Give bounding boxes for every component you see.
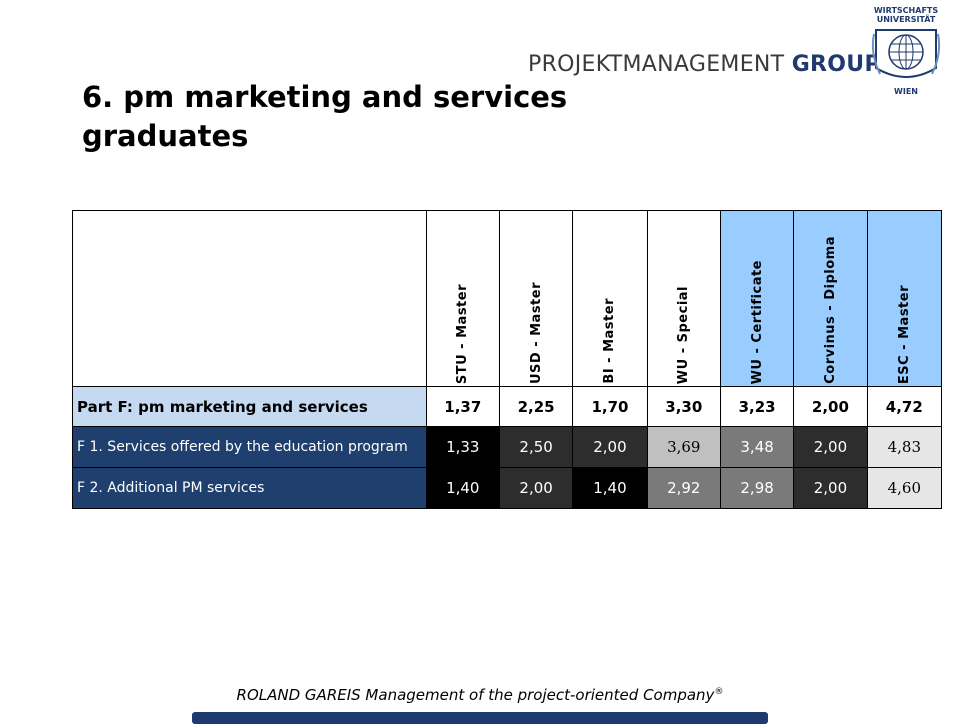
column-header: STU - Master bbox=[425, 210, 500, 387]
value-cell: 4,60 bbox=[866, 467, 943, 509]
table-header-row: STU - Master USD - Master BI - Master WU - … bbox=[72, 210, 943, 387]
footer-label: ROLAND GAREIS Management of the project-… bbox=[236, 686, 715, 704]
column-header-label: Corvinus - Diploma bbox=[822, 236, 838, 384]
value-cell: 2,00 bbox=[572, 426, 648, 468]
value-cell: 1,70 bbox=[572, 386, 648, 427]
column-header: ESC - Master bbox=[866, 210, 943, 387]
registered-mark: ® bbox=[714, 687, 724, 697]
column-header-label: ESC - Master bbox=[896, 284, 912, 384]
table-row: F 2. Additional PM services 1,40 2,00 1,40 2… bbox=[72, 467, 943, 509]
value-cell: 2,00 bbox=[793, 467, 868, 509]
column-header: WU - Special bbox=[646, 210, 721, 387]
header-corner-cell bbox=[72, 210, 427, 387]
column-header: USD - Master bbox=[498, 210, 574, 387]
value-cell: 1,33 bbox=[425, 426, 500, 468]
value-cell: 4,83 bbox=[866, 426, 943, 468]
value-cell: 1,40 bbox=[425, 467, 500, 509]
footer-bar bbox=[192, 712, 768, 724]
value-cell: 3,69 bbox=[646, 426, 721, 468]
value-cell: 2,92 bbox=[646, 467, 721, 509]
brand-wordmark: PROJEKTMANAGEMENT GROUP bbox=[528, 52, 881, 77]
column-header: Corvinus - Diploma bbox=[793, 210, 868, 387]
value-cell: 1,37 bbox=[425, 386, 500, 427]
column-header-label: USD - Master bbox=[528, 281, 544, 384]
column-header-label: BI - Master bbox=[602, 298, 618, 384]
university-seal: WIRTSCHAFTS UNIVERSITÄT WIEN bbox=[862, 6, 950, 96]
column-header: WU - Certificate bbox=[719, 210, 795, 387]
column-header-label: WU - Certificate bbox=[749, 259, 765, 384]
value-cell: 2,50 bbox=[498, 426, 574, 468]
page-title: 6. pm marketing and services graduates bbox=[82, 80, 568, 153]
seal-top-text: WIRTSCHAFTS UNIVERSITÄT bbox=[873, 6, 939, 24]
value-cell: 1,40 bbox=[572, 467, 648, 509]
value-cell: 2,25 bbox=[498, 386, 574, 427]
value-cell: 2,98 bbox=[719, 467, 795, 509]
value-cell: 3,23 bbox=[719, 386, 795, 427]
column-header-label: WU - Special bbox=[676, 285, 692, 384]
value-cell: 2,00 bbox=[793, 426, 868, 468]
brand-logo: PROJEKTMANAGEMENT GROUP bbox=[528, 38, 881, 90]
value-cell: 2,00 bbox=[498, 467, 574, 509]
table-row: Part F: pm marketing and services 1,37 2,2… bbox=[72, 386, 943, 427]
row-label: Part F: pm marketing and services bbox=[72, 386, 427, 427]
column-header-label: STU - Master bbox=[455, 283, 471, 384]
value-cell: 3,30 bbox=[646, 386, 721, 427]
table-row: F 1. Services offered by the education p… bbox=[72, 426, 943, 468]
row-label: F 2. Additional PM services bbox=[72, 467, 427, 509]
value-cell: 4,72 bbox=[866, 386, 943, 427]
results-table: STU - Master USD - Master BI - Master WU - … bbox=[72, 210, 943, 509]
value-cell: 2,00 bbox=[793, 386, 868, 427]
brand-part2: GROUP bbox=[791, 51, 881, 77]
footer-text: ROLAND GAREIS Management of the project-… bbox=[0, 686, 960, 704]
globe-icon bbox=[871, 29, 941, 78]
seal-bottom-text: WIEN bbox=[894, 87, 918, 96]
value-cell: 3,48 bbox=[719, 426, 795, 468]
row-label: F 1. Services offered by the education p… bbox=[72, 426, 427, 468]
column-header: BI - Master bbox=[572, 210, 648, 387]
brand-part1: PROJEKTMANAGEMENT bbox=[528, 51, 785, 77]
